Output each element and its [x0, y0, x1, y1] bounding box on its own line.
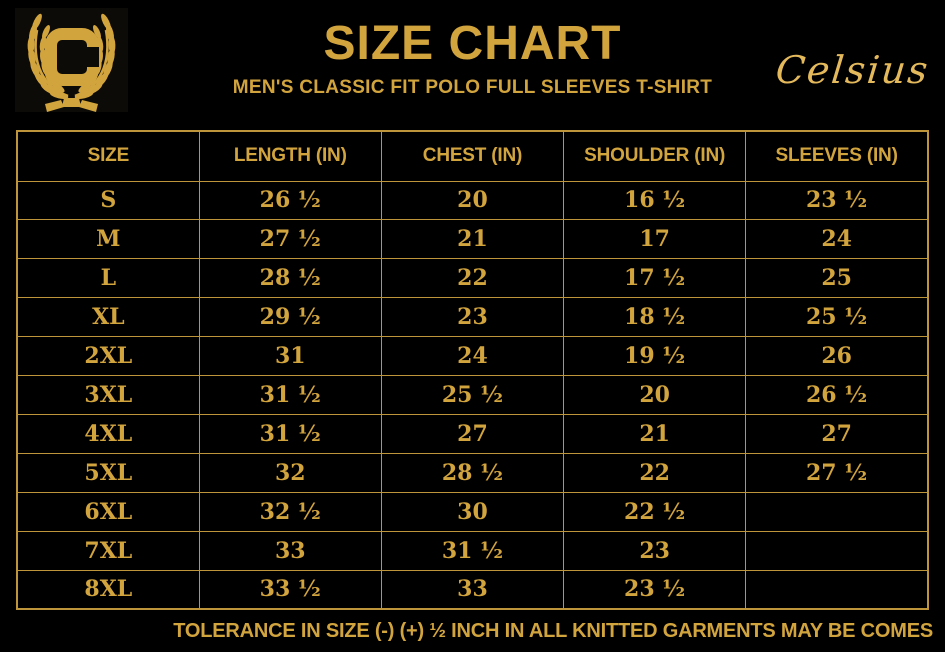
column-header: LENGTH (IN) — [198, 130, 382, 182]
measurement-cell: 21 — [563, 413, 747, 454]
measurement-cell: 33 — [380, 569, 565, 610]
column-header: SLEEVES (IN) — [745, 130, 929, 182]
table-header-row: SIZE LENGTH (IN) CHEST (IN) SHOULDER (IN) SL… — [16, 130, 929, 182]
table-body: S 26 ½ 20 16 ½ 23 ½ M 27 ½ 21 17 24 L 28 ½ 22 17 ½ 25 X… — [16, 180, 929, 610]
measurement-cell — [745, 491, 929, 532]
table-row: XL 29 ½ 23 18 ½ 25 ½ — [16, 297, 929, 338]
measurement-cell: 16 ½ — [563, 180, 747, 221]
table-row: 6XL 32 ½ 30 22 ½ — [16, 491, 929, 532]
size-cell: M — [16, 219, 200, 260]
measurement-cell: 26 ½ — [198, 180, 382, 221]
table-row: L 28 ½ 22 17 ½ 25 — [16, 258, 929, 299]
measurement-cell: 26 ½ — [745, 375, 929, 415]
measurement-cell: 26 — [745, 336, 929, 377]
page-subtitle: MEN'S CLASSIC FIT POLO FULL SLEEVES T-SH… — [232, 77, 713, 98]
brand-name: Celsius — [773, 48, 932, 92]
measurement-cell: 33 ½ — [198, 569, 382, 610]
size-cell: 7XL — [16, 530, 200, 571]
measurement-cell: 20 — [563, 375, 747, 415]
size-cell: 2XL — [16, 336, 200, 377]
measurement-cell: 27 — [380, 413, 565, 454]
measurement-cell: 29 ½ — [198, 297, 382, 338]
measurement-cell: 28 ½ — [198, 258, 382, 299]
measurement-cell: 28 ½ — [380, 452, 565, 493]
size-cell: 3XL — [16, 375, 200, 415]
measurement-cell: 20 — [380, 180, 565, 221]
header: SIZE CHART MEN'S CLASSIC FIT POLO FULL S… — [0, 0, 945, 99]
measurement-cell: 25 ½ — [745, 297, 929, 338]
measurement-cell: 24 — [745, 219, 929, 260]
measurement-cell: 17 — [563, 219, 747, 260]
measurement-cell: 22 ½ — [563, 491, 747, 532]
table-row: 2XL 31 24 19 ½ 26 — [16, 336, 929, 377]
measurement-cell: 27 ½ — [198, 219, 382, 260]
table-row: 5XL 32 28 ½ 22 27 ½ — [16, 452, 929, 493]
column-header: CHEST (IN) — [380, 130, 565, 182]
measurement-cell: 30 — [380, 491, 565, 532]
measurement-cell: 31 ½ — [380, 530, 565, 571]
measurement-cell: 23 ½ — [745, 180, 929, 221]
size-cell: 6XL — [16, 491, 200, 532]
table-row: 7XL 33 31 ½ 23 — [16, 530, 929, 571]
measurement-cell: 31 — [198, 336, 382, 377]
measurement-cell: 23 — [380, 297, 565, 338]
size-cell: S — [16, 180, 200, 221]
measurement-cell — [745, 530, 929, 571]
size-cell: 5XL — [16, 452, 200, 493]
measurement-cell: 22 — [563, 452, 747, 493]
table-row: 8XL 33 ½ 33 23 ½ — [16, 569, 929, 610]
tolerance-note: TOLERANCE IN SIZE (-) (+) ½ INCH IN ALL … — [173, 620, 933, 642]
measurement-cell: 19 ½ — [563, 336, 747, 377]
column-header: SIZE — [16, 130, 200, 182]
measurement-cell: 25 — [745, 258, 929, 299]
size-cell: L — [16, 258, 200, 299]
page-title: SIZE CHART — [323, 17, 622, 70]
measurement-cell: 18 ½ — [563, 297, 747, 338]
measurement-cell: 23 — [563, 530, 747, 571]
measurement-cell: 27 — [745, 413, 929, 454]
laurel-wreath-c-icon — [25, 11, 116, 112]
size-table: SIZE LENGTH (IN) CHEST (IN) SHOULDER (IN) SL… — [16, 130, 929, 610]
measurement-cell: 23 ½ — [563, 569, 747, 610]
measurement-cell: 17 ½ — [563, 258, 747, 299]
size-cell: XL — [16, 297, 200, 338]
table-row: S 26 ½ 20 16 ½ 23 ½ — [16, 180, 929, 221]
measurement-cell — [745, 569, 929, 610]
table-row: M 27 ½ 21 17 24 — [16, 219, 929, 260]
size-cell: 8XL — [16, 569, 200, 610]
table-row: 4XL 31 ½ 27 21 27 — [16, 413, 929, 454]
measurement-cell: 25 ½ — [380, 375, 565, 415]
measurement-cell: 21 — [380, 219, 565, 260]
measurement-cell: 24 — [380, 336, 565, 377]
table-row: 3XL 31 ½ 25 ½ 20 26 ½ — [16, 375, 929, 415]
measurement-cell: 22 — [380, 258, 565, 299]
measurement-cell: 31 ½ — [198, 375, 382, 415]
measurement-cell: 32 ½ — [198, 491, 382, 532]
measurement-cell: 32 — [198, 452, 382, 493]
measurement-cell: 27 ½ — [745, 452, 929, 493]
measurement-cell: 33 — [198, 530, 382, 571]
measurement-cell: 31 ½ — [198, 413, 382, 454]
brand-logo — [15, 8, 128, 112]
column-header: SHOULDER (IN) — [563, 130, 747, 182]
size-cell: 4XL — [16, 413, 200, 454]
